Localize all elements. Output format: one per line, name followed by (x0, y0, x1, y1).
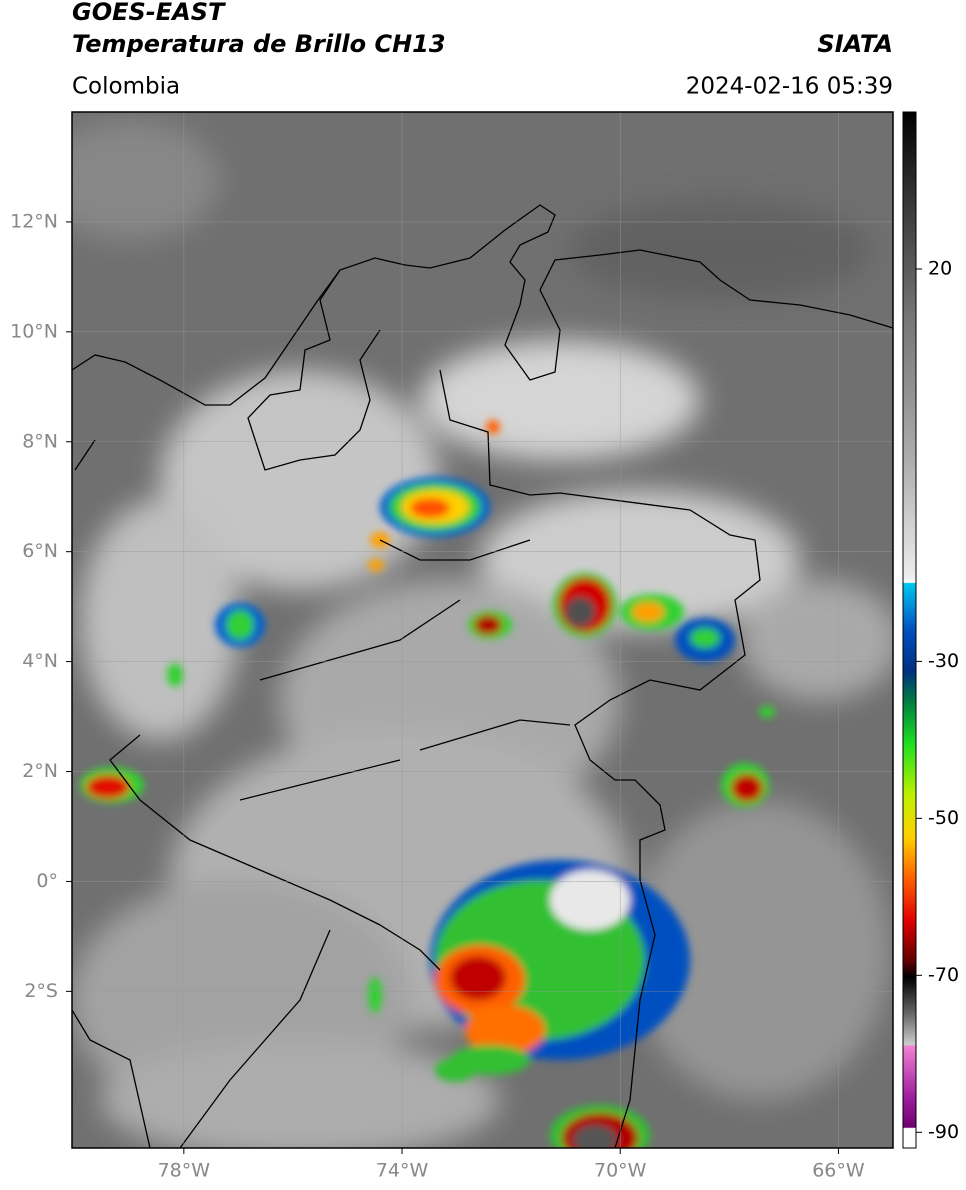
x-tick-label: 70°W (594, 1160, 647, 1182)
y-tick-label: 0° (36, 870, 58, 892)
y-tick-label: 10°N (10, 320, 58, 342)
x-tick-label: 66°W (812, 1160, 865, 1182)
x-tick-label: 74°W (376, 1160, 429, 1182)
colorbar-label: -50 (928, 807, 959, 829)
y-tick-label: 12°N (10, 210, 58, 232)
colorbar-label: 20 (928, 257, 952, 279)
satellite-image (72, 112, 893, 1148)
y-tick-label: 2°N (22, 760, 58, 782)
map-grid (72, 112, 893, 1148)
colorbar-label: -90 (928, 1121, 959, 1143)
source: SIATA (817, 30, 893, 58)
y-tick-label: 6°N (22, 540, 58, 562)
y-tick-label: 8°N (22, 430, 58, 452)
region: Colombia (72, 74, 180, 100)
y-tick-label: 4°N (22, 650, 58, 672)
timestamp: 2024-02-16 05:39 (686, 74, 893, 100)
title: GOES-EAST (72, 0, 226, 26)
colorbar-label: -70 (928, 964, 959, 986)
map-frame (71, 111, 894, 1149)
subtitle: Temperatura de Brillo CH13 (72, 30, 446, 58)
x-tick-label: 78°W (158, 1160, 211, 1182)
y-tick-label: 2°S (24, 980, 58, 1002)
colorbar-label: -30 (928, 650, 959, 672)
colorbar (902, 111, 917, 1149)
